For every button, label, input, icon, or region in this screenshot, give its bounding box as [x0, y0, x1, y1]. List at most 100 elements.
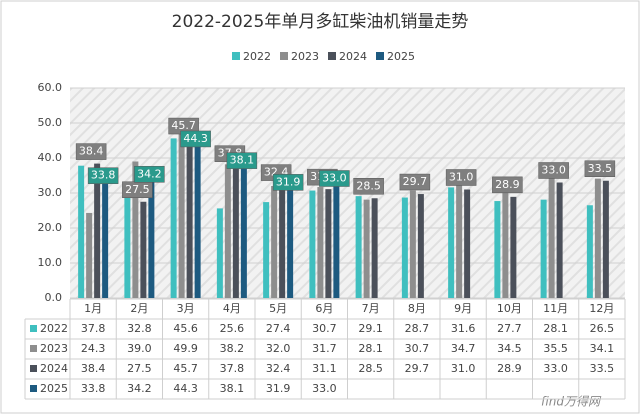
- legend-marker: [328, 52, 336, 60]
- bar: [548, 173, 555, 298]
- data-label: 38.4: [79, 145, 104, 158]
- legend-label: 2024: [339, 50, 367, 63]
- bar: [317, 187, 324, 298]
- bar: [132, 161, 139, 298]
- table-cell: 32.0: [266, 342, 291, 355]
- table-cell: 27.7: [497, 322, 522, 335]
- table-cell: 44.3: [173, 382, 198, 395]
- watermark: find万得网: [541, 395, 602, 409]
- bar: [271, 186, 278, 298]
- legend-label: 2025: [387, 50, 415, 63]
- bar: [78, 165, 85, 298]
- chart-title: 2022-2025年单月多缸柴油机销量走势: [172, 11, 469, 32]
- table-cell: 34.5: [497, 342, 522, 355]
- legend-marker: [280, 52, 288, 60]
- table-cell: 26.5: [590, 322, 615, 335]
- data-label-box: [492, 176, 523, 194]
- x-tick-label: 4月: [223, 302, 241, 315]
- table-cell: 33.5: [590, 362, 615, 375]
- table-cell: 28.5: [358, 362, 383, 375]
- data-label-box: [353, 178, 384, 195]
- table-cell: 49.9: [173, 342, 198, 355]
- x-tick-label: 7月: [362, 302, 380, 315]
- table-cell: 31.1: [312, 362, 337, 375]
- data-label: 28.5: [356, 179, 381, 192]
- data-label: 33.5: [588, 162, 613, 175]
- data-label-box: [226, 152, 258, 169]
- table-cell: 45.6: [173, 322, 198, 335]
- bar: [409, 190, 416, 298]
- table-cell: 28.7: [405, 322, 430, 335]
- table-cell: 33.0: [312, 382, 337, 395]
- x-tick-label: 9月: [454, 302, 472, 315]
- bar: [456, 176, 463, 298]
- table-cell: 28.1: [358, 342, 383, 355]
- data-label-box: [319, 170, 350, 187]
- bar: [363, 199, 370, 298]
- table-cell: 28.1: [543, 322, 568, 335]
- table-cell: 31.7: [312, 342, 337, 355]
- x-tick-label: 12月: [589, 302, 614, 315]
- legend-marker: [232, 52, 240, 60]
- data-label: 33.0: [322, 172, 347, 185]
- bar: [502, 177, 509, 298]
- data-label: 29.7: [403, 175, 428, 188]
- table-cell: 27.5: [127, 362, 152, 375]
- table-cell: 33.0: [543, 362, 568, 375]
- table-cell: 39.0: [127, 342, 152, 355]
- y-tick-label: 40.0: [38, 151, 63, 164]
- bar: [333, 182, 340, 298]
- table-cell: 34.2: [127, 382, 152, 395]
- x-tick-label: 8月: [408, 302, 426, 315]
- bar: [287, 186, 294, 298]
- table-legend-marker: [30, 325, 37, 332]
- bar: [325, 189, 332, 298]
- y-tick-label: 60.0: [38, 81, 63, 94]
- table-row-label: 2025: [40, 382, 68, 395]
- data-label-box: [75, 143, 107, 160]
- legend-label: 2022: [243, 50, 271, 63]
- bar: [448, 187, 455, 298]
- table-cell: 28.9: [497, 362, 522, 375]
- table-cell: 37.8: [81, 322, 106, 335]
- x-tick-label: 6月: [315, 302, 333, 315]
- table-cell: 29.1: [358, 322, 383, 335]
- table-cell: 31.9: [266, 382, 291, 395]
- data-label-box: [87, 167, 119, 184]
- bar: [556, 182, 563, 298]
- bar: [140, 201, 147, 298]
- bar: [170, 138, 177, 298]
- bar: [232, 165, 239, 298]
- table-cell: 27.4: [266, 322, 291, 335]
- bar: [586, 205, 593, 298]
- data-label: 31.0: [449, 171, 474, 184]
- y-tick-label: 30.0: [38, 186, 63, 199]
- bar: [216, 208, 223, 298]
- bar: [494, 201, 501, 298]
- data-label: 33.8: [91, 169, 116, 182]
- bar: [224, 164, 231, 298]
- bar: [94, 163, 101, 298]
- table-cell: 24.3: [81, 342, 106, 355]
- data-label: 28.9: [495, 178, 520, 191]
- bar: [124, 183, 131, 298]
- bar: [540, 199, 547, 298]
- data-label-box: [584, 160, 616, 177]
- data-label: 33.0: [541, 164, 566, 177]
- bar: [464, 189, 471, 298]
- bar: [510, 196, 517, 298]
- x-tick-label: 3月: [177, 302, 195, 315]
- data-label-box: [445, 169, 477, 186]
- table-cell: 34.1: [590, 342, 615, 355]
- x-tick-label: 2月: [130, 302, 148, 315]
- table-cell: 31.0: [451, 362, 476, 375]
- bar: [148, 178, 155, 298]
- data-label-box: [180, 130, 211, 148]
- table-row-label: 2024: [40, 362, 68, 375]
- data-label: 45.7: [171, 119, 196, 132]
- bar: [602, 180, 609, 298]
- table-legend-marker: [30, 345, 37, 352]
- x-tick-label: 10月: [497, 302, 522, 315]
- table-cell: 38.2: [220, 342, 245, 355]
